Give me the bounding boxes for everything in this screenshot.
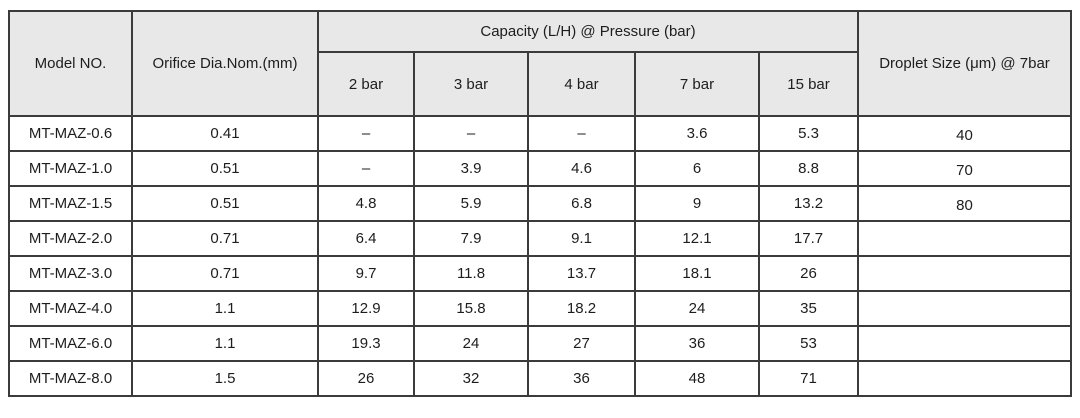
cell-3bar: – [413, 115, 529, 152]
cell-4bar: 18.2 [527, 290, 636, 327]
cell-droplet [857, 220, 1073, 257]
cell-2bar: 19.3 [317, 325, 415, 362]
cell-3bar: 3.9 [413, 150, 529, 187]
table-row: MT-MAZ-6.0 1.1 19.3 24 27 36 53 [8, 325, 1073, 362]
cell-2bar: – [317, 150, 415, 187]
cell-orifice: 0.71 [131, 220, 319, 257]
cell-droplet: 80 [857, 185, 1073, 222]
table-row: MT-MAZ-8.0 1.5 26 32 36 48 71 [8, 360, 1073, 397]
cell-orifice: 1.5 [131, 360, 319, 397]
cell-2bar: 26 [317, 360, 415, 397]
table-header: Model NO. Orifice Dia.Nom.(mm) Capacity … [8, 10, 1073, 117]
cell-15bar: 8.8 [757, 150, 860, 187]
cell-3bar: 7.9 [413, 220, 529, 257]
header-row-group: Model NO. Orifice Dia.Nom.(mm) Capacity … [8, 10, 1073, 117]
cell-droplet: 40 [857, 115, 1073, 152]
cell-7bar: 48 [634, 360, 760, 397]
nozzle-spec-table: Model NO. Orifice Dia.Nom.(mm) Capacity … [8, 10, 1073, 397]
cell-2bar: 6.4 [317, 220, 415, 257]
cell-model: MT-MAZ-0.6 [8, 115, 133, 152]
table-body: MT-MAZ-0.6 0.41 – – – 3.6 5.3 40 MT-MAZ-… [8, 115, 1073, 397]
cell-orifice: 0.51 [131, 150, 319, 187]
col-header-orifice: Orifice Dia.Nom.(mm) [131, 10, 319, 117]
cell-3bar: 24 [413, 325, 529, 362]
cell-model: MT-MAZ-6.0 [8, 325, 133, 362]
droplet-value: 80 [956, 197, 973, 214]
col-header-capacity-group: Capacity (L/H) @ Pressure (bar) [316, 10, 860, 53]
cell-3bar: 32 [413, 360, 529, 397]
cell-7bar: 6 [634, 150, 760, 187]
cell-7bar: 18.1 [634, 255, 760, 292]
cell-orifice: 1.1 [131, 290, 319, 327]
cell-droplet [857, 360, 1073, 397]
table-row: MT-MAZ-4.0 1.1 12.9 15.8 18.2 24 35 [8, 290, 1073, 327]
cell-4bar: 13.7 [527, 255, 636, 292]
cell-2bar: 4.8 [317, 185, 415, 222]
cell-15bar: 35 [757, 290, 860, 327]
table-row: MT-MAZ-3.0 0.71 9.7 11.8 13.7 18.1 26 [8, 255, 1073, 292]
cell-orifice: 0.41 [131, 115, 319, 152]
cell-4bar: 36 [527, 360, 636, 397]
table-row: MT-MAZ-2.0 0.71 6.4 7.9 9.1 12.1 17.7 [8, 220, 1073, 257]
col-header-2bar: 2 bar [317, 51, 415, 117]
cell-15bar: 53 [757, 325, 860, 362]
cell-droplet: 70 [857, 150, 1073, 187]
table-row: MT-MAZ-1.5 0.51 4.8 5.9 6.8 9 13.2 80 [8, 185, 1073, 222]
cell-4bar: 9.1 [527, 220, 636, 257]
cell-4bar: 4.6 [527, 150, 636, 187]
cell-3bar: 5.9 [413, 185, 529, 222]
col-header-4bar: 4 bar [527, 51, 636, 117]
col-header-15bar: 15 bar [757, 51, 860, 117]
droplet-value: 40 [956, 127, 973, 144]
table-row: MT-MAZ-0.6 0.41 – – – 3.6 5.3 40 [8, 115, 1073, 152]
cell-model: MT-MAZ-1.5 [8, 185, 133, 222]
cell-2bar: – [317, 115, 415, 152]
cell-model: MT-MAZ-1.0 [8, 150, 133, 187]
col-header-3bar: 3 bar [413, 51, 529, 117]
cell-droplet [857, 290, 1073, 327]
droplet-value: 70 [956, 162, 973, 179]
cell-droplet [857, 325, 1073, 362]
cell-droplet [857, 255, 1073, 292]
cell-7bar: 9 [634, 185, 760, 222]
cell-7bar: 24 [634, 290, 760, 327]
cell-15bar: 71 [757, 360, 860, 397]
cell-15bar: 17.7 [757, 220, 860, 257]
cell-4bar: – [527, 115, 636, 152]
cell-orifice: 0.71 [131, 255, 319, 292]
cell-2bar: 9.7 [317, 255, 415, 292]
col-header-droplet: Droplet Size (μm) @ 7bar [857, 10, 1073, 117]
cell-15bar: 5.3 [757, 115, 860, 152]
cell-orifice: 0.51 [131, 185, 319, 222]
cell-2bar: 12.9 [317, 290, 415, 327]
cell-model: MT-MAZ-2.0 [8, 220, 133, 257]
cell-model: MT-MAZ-4.0 [8, 290, 133, 327]
col-header-7bar: 7 bar [634, 51, 760, 117]
cell-4bar: 27 [527, 325, 636, 362]
cell-4bar: 6.8 [527, 185, 636, 222]
cell-3bar: 15.8 [413, 290, 529, 327]
header-row-pressures: 2 bar 3 bar 4 bar 7 bar 15 bar [9, 51, 1071, 117]
cell-model: MT-MAZ-8.0 [8, 360, 133, 397]
cell-model: MT-MAZ-3.0 [8, 255, 133, 292]
table-row: MT-MAZ-1.0 0.51 – 3.9 4.6 6 8.8 70 [8, 150, 1073, 187]
col-header-model: Model NO. [8, 10, 133, 117]
cell-15bar: 13.2 [757, 185, 860, 222]
cell-7bar: 3.6 [634, 115, 760, 152]
cell-orifice: 1.1 [131, 325, 319, 362]
cell-7bar: 36 [634, 325, 760, 362]
cell-15bar: 26 [757, 255, 860, 292]
cell-7bar: 12.1 [634, 220, 760, 257]
cell-3bar: 11.8 [413, 255, 529, 292]
